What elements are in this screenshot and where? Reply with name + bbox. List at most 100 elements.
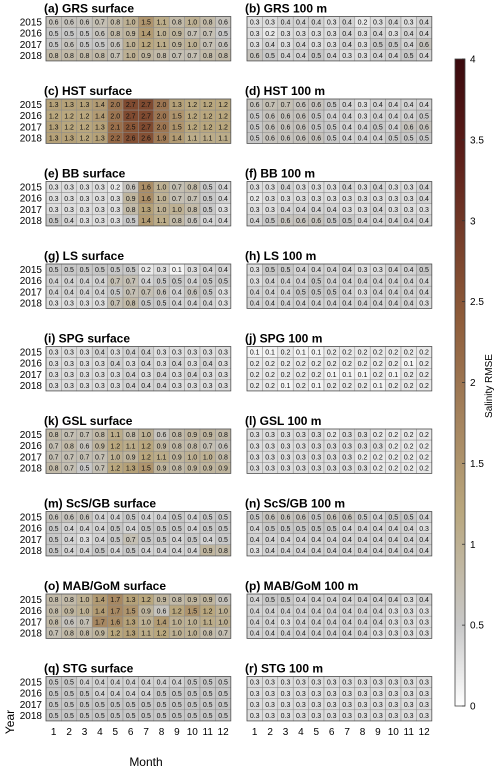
month-tick-label: 1: [51, 727, 57, 738]
cell-value-label: 0.4: [296, 630, 306, 637]
cell-value-label: 0.9: [64, 608, 74, 615]
cell-value-label: 0.5: [203, 526, 213, 533]
colorbar-tick-label: 0.5: [470, 621, 484, 632]
cell-value-label: 0.4: [110, 548, 120, 555]
panel-frame: [45, 346, 232, 392]
cell-value-label: 0.3: [327, 196, 337, 203]
cell-value-label: 0.4: [141, 680, 151, 687]
cell-value-label: 0.3: [157, 350, 167, 357]
year-tick-label: 2015: [20, 595, 43, 606]
cell-value-label: 1.5: [172, 113, 182, 120]
cell-value-label: 2.0: [157, 124, 167, 131]
cell-value-label: 0.4: [358, 526, 368, 533]
cell-value-label: 0.8: [126, 432, 136, 439]
cell-value-label: 0.4: [419, 196, 429, 203]
cell-value-label: 0.3: [281, 42, 291, 49]
month-tick-label: 5: [314, 727, 320, 738]
cell-value-label: 0.2: [388, 432, 398, 439]
cell-value-label: 0.4: [218, 185, 228, 192]
cell-value-label: 0.5: [265, 526, 275, 533]
cell-value-label: 0.3: [358, 185, 368, 192]
cell-value-label: 0.2: [311, 361, 321, 368]
cell-value-label: 0.3: [342, 702, 352, 709]
colorbar-tick-label: 2: [470, 378, 476, 389]
cell-value-label: 1.3: [126, 630, 136, 637]
panel-frame: [45, 98, 232, 144]
cell-value-label: 0.5: [172, 526, 182, 533]
cell-value-label: 0.4: [342, 113, 352, 120]
cell-value-label: 0.2: [296, 372, 306, 379]
cell-value-label: 0.4: [342, 630, 352, 637]
cell-value-label: 0.3: [281, 702, 291, 709]
cell-value-label: 0.8: [203, 53, 213, 60]
cell-value-label: 0.2: [388, 465, 398, 472]
cell-value-label: 0.8: [187, 185, 197, 192]
cell-value-label: 0.5: [157, 300, 167, 307]
cell-value-label: 1.2: [203, 124, 213, 131]
cell-value-label: 0.2: [373, 465, 383, 472]
year-tick-label: 2015: [20, 430, 43, 441]
cell-value-label: 0.3: [342, 454, 352, 461]
panel-frame: [45, 16, 232, 62]
cell-value-label: 0.5: [342, 218, 352, 225]
cell-value-label: 0.5: [64, 713, 74, 720]
cell-value-label: 0.3: [218, 383, 228, 390]
cell-value-label: 0.3: [358, 713, 368, 720]
cell-value-label: 0.8: [49, 597, 59, 604]
panel-title: (a) GRS surface: [44, 2, 134, 16]
cell-value-label: 0.8: [64, 53, 74, 60]
cell-value-label: 0.4: [250, 300, 260, 307]
cell-value-label: 0.4: [187, 548, 197, 555]
cell-value-label: 0.4: [141, 350, 151, 357]
cell-value-label: 0.3: [404, 185, 414, 192]
cell-value-label: 0.3: [404, 713, 414, 720]
cell-value-label: 1.3: [95, 135, 105, 142]
cell-value-label: 0.3: [358, 113, 368, 120]
cell-value-label: 0.9: [218, 465, 228, 472]
cell-value-label: 0.2: [404, 432, 414, 439]
cell-value-label: 0.8: [126, 300, 136, 307]
cell-value-label: 0.4: [203, 537, 213, 544]
cell-value-label: 0.4: [404, 537, 414, 544]
x-axis-label: Month: [129, 755, 162, 769]
cell-value-label: 0.2: [419, 372, 429, 379]
cell-value-label: 0.7: [126, 537, 136, 544]
cell-value-label: 0.4: [342, 42, 352, 49]
cell-value-label: 1.0: [172, 207, 182, 214]
cell-value-label: 0.2: [419, 432, 429, 439]
cell-value-label: 0.3: [311, 196, 321, 203]
cell-value-label: 0.5: [327, 124, 337, 131]
month-tick-label: 8: [360, 727, 366, 738]
cell-value-label: 2.7: [126, 102, 136, 109]
cell-value-label: 0.4: [265, 548, 275, 555]
cell-value-label: 0.2: [373, 361, 383, 368]
panel-frame: [45, 263, 232, 309]
colorbar-tick-label: 1: [470, 540, 476, 551]
cell-value-label: 1.0: [172, 619, 182, 626]
cell-value-label: 0.3: [327, 465, 337, 472]
cell-value-label: 1.6: [141, 196, 151, 203]
panel-title: (f) BB 100 m: [245, 167, 315, 181]
cell-value-label: 0.1: [373, 383, 383, 390]
cell-value-label: 0.4: [419, 53, 429, 60]
cell-value-label: 0.5: [110, 713, 120, 720]
cell-value-label: 0.4: [95, 680, 105, 687]
cell-value-label: 0.4: [296, 42, 306, 49]
cell-value-label: 0.3: [250, 702, 260, 709]
cell-value-label: 0.5: [80, 465, 90, 472]
cell-value-label: 0.5: [358, 515, 368, 522]
cell-value-label: 0.6: [311, 135, 321, 142]
cell-value-label: 0.8: [157, 53, 167, 60]
cell-value-label: 0.3: [49, 383, 59, 390]
cell-value-label: 0.3: [265, 465, 275, 472]
cell-value-label: 0.9: [187, 432, 197, 439]
cell-value-label: 0.4: [358, 218, 368, 225]
panel-title: (b) GRS 100 m: [245, 2, 327, 16]
cell-value-label: 0.8: [172, 597, 182, 604]
month-tick-label: 4: [97, 727, 103, 738]
cell-value-label: 0.4: [265, 619, 275, 626]
cell-value-label: 0.3: [80, 218, 90, 225]
cell-value-label: 1.0: [157, 31, 167, 38]
cell-value-label: 0.4: [404, 300, 414, 307]
cell-value-label: 0.3: [358, 102, 368, 109]
